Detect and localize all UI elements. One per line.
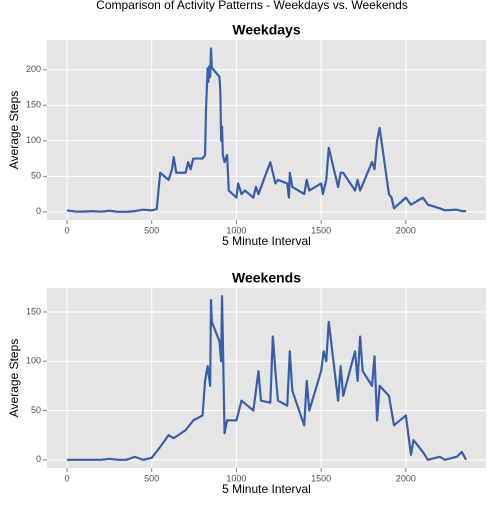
y-tick-label: 200 — [26, 64, 41, 74]
x-tick-label: 1000 — [226, 225, 246, 235]
y-tick-label: 0 — [36, 206, 41, 216]
x-tick-label: 500 — [144, 473, 159, 483]
x-tick-label: 2000 — [396, 225, 416, 235]
x-axis-label: 5 Minute Interval — [222, 482, 311, 496]
data-line — [66, 295, 468, 461]
x-tick-label: 0 — [64, 473, 69, 483]
panel-background — [47, 40, 486, 220]
y-tick-label: 100 — [26, 356, 41, 366]
y-tick-label: 100 — [26, 135, 41, 145]
y-axis-label: Average Steps — [7, 339, 21, 418]
x-tick-label: 0 — [64, 225, 69, 235]
x-tick-label: 500 — [144, 225, 159, 235]
panel-title: Weekdays — [232, 22, 300, 38]
panel-background — [47, 288, 486, 468]
x-tick-label: 1500 — [311, 225, 331, 235]
panel-title: Weekends — [232, 270, 301, 286]
page-title: Comparison of Activity Patterns - Weekda… — [96, 0, 408, 12]
y-axis-label: Average Steps — [7, 91, 21, 170]
y-tick-label: 0 — [36, 454, 41, 464]
y-tick-label: 50 — [31, 405, 41, 415]
x-tick-label: 2000 — [396, 473, 416, 483]
y-tick-label: 150 — [26, 306, 41, 316]
y-tick-label: 50 — [31, 171, 41, 181]
x-tick-label: 1500 — [311, 473, 331, 483]
y-tick-label: 150 — [26, 100, 41, 110]
x-axis-label: 5 Minute Interval — [222, 234, 311, 248]
data-line — [66, 47, 467, 213]
x-tick-label: 1000 — [226, 473, 246, 483]
